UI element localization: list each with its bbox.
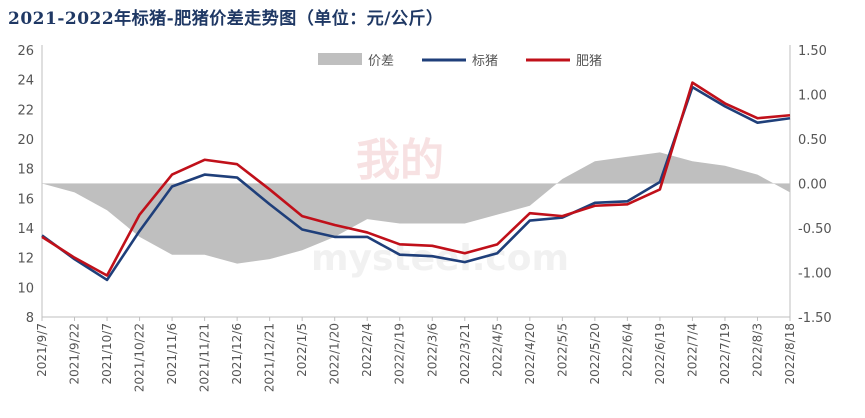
x-tick-label: 2021/9/7 (35, 323, 49, 377)
y-left-tick-label: 20 (17, 133, 34, 148)
x-tick-label: 2021/10/22 (133, 323, 147, 392)
x-tick-label: 2022/8/3 (750, 323, 764, 377)
x-tick-label: 2022/6/4 (620, 323, 634, 377)
x-tick-label: 2021/9/22 (68, 323, 82, 385)
y-left-tick-label: 14 (17, 222, 34, 237)
y-left-tick-label: 18 (17, 163, 34, 178)
x-tick-label: 2022/3/6 (425, 323, 439, 377)
axes: 26 24 22 20 18 16 14 12 10 8 1.50 1.00 0.50 0.00 -0.50… (17, 44, 831, 392)
x-tick-label: 2022/8/18 (783, 323, 797, 385)
y-right-tick-label: -0.50 (798, 222, 832, 237)
x-tick-label: 2022/1/5 (295, 323, 309, 377)
x-tick-label: 2022/3/21 (458, 323, 472, 385)
x-tick-label: 2021/10/7 (100, 323, 114, 385)
y-left-tick-label: 16 (17, 192, 34, 207)
x-tick-label: 2022/1/20 (328, 323, 342, 385)
x-tick-label: 2022/4/20 (523, 323, 537, 385)
y-left-tick-label: 10 (17, 281, 34, 296)
y-left-tick-label: 24 (17, 74, 34, 89)
x-tick-label: 2021/11/21 (198, 323, 212, 392)
spread-area-layer (42, 152, 790, 264)
legend-swatch-area (318, 53, 362, 65)
y-left-tick-label: 22 (17, 103, 34, 118)
x-tick-label: 2022/2/4 (360, 323, 374, 377)
series-lines (41, 81, 791, 282)
y-left-tick-label: 26 (17, 44, 34, 59)
legend-label: 价差 (368, 54, 394, 69)
x-tick-label: 2021/12/6 (230, 323, 244, 385)
y-right-tick-label: 0.00 (798, 178, 827, 193)
x-tick-label: 2022/5/5 (555, 323, 569, 377)
legend: 价差 标猪 肥猪 (318, 53, 602, 69)
x-tick-label: 2021/12/21 (263, 323, 277, 392)
x-tick-label: 2021/11/6 (165, 323, 179, 385)
series-area-spread (42, 152, 790, 264)
series-line-1 (41, 85, 791, 282)
y-right-tick-label: 0.50 (798, 133, 827, 148)
chart-title: 2021-2022年标猪-肥猪价差走势图（单位：元/公斤） (8, 9, 444, 29)
y-left-tick-label: 8 (26, 311, 34, 326)
y-right-tick-label: 1.00 (798, 89, 827, 104)
y-right-tick-label: -1.50 (798, 311, 832, 326)
x-tick-label: 2022/5/20 (588, 323, 602, 385)
x-tick-label: 2022/6/19 (653, 323, 667, 385)
series-line-2 (41, 81, 791, 277)
y-right-tick-label: 1.50 (798, 44, 827, 59)
legend-label: 标猪 (472, 54, 498, 69)
watermark-logo-text: 我的 (356, 135, 444, 186)
y-left-tick-label: 12 (17, 252, 34, 267)
x-tick-label: 2022/2/19 (393, 323, 407, 385)
legend-label: 肥猪 (576, 54, 602, 69)
x-tick-label: 2022/7/4 (685, 323, 699, 377)
y-right-tick-label: -1.00 (798, 267, 832, 282)
x-tick-label: 2022/4/5 (490, 323, 504, 377)
x-tick-label: 2022/7/19 (718, 323, 732, 385)
